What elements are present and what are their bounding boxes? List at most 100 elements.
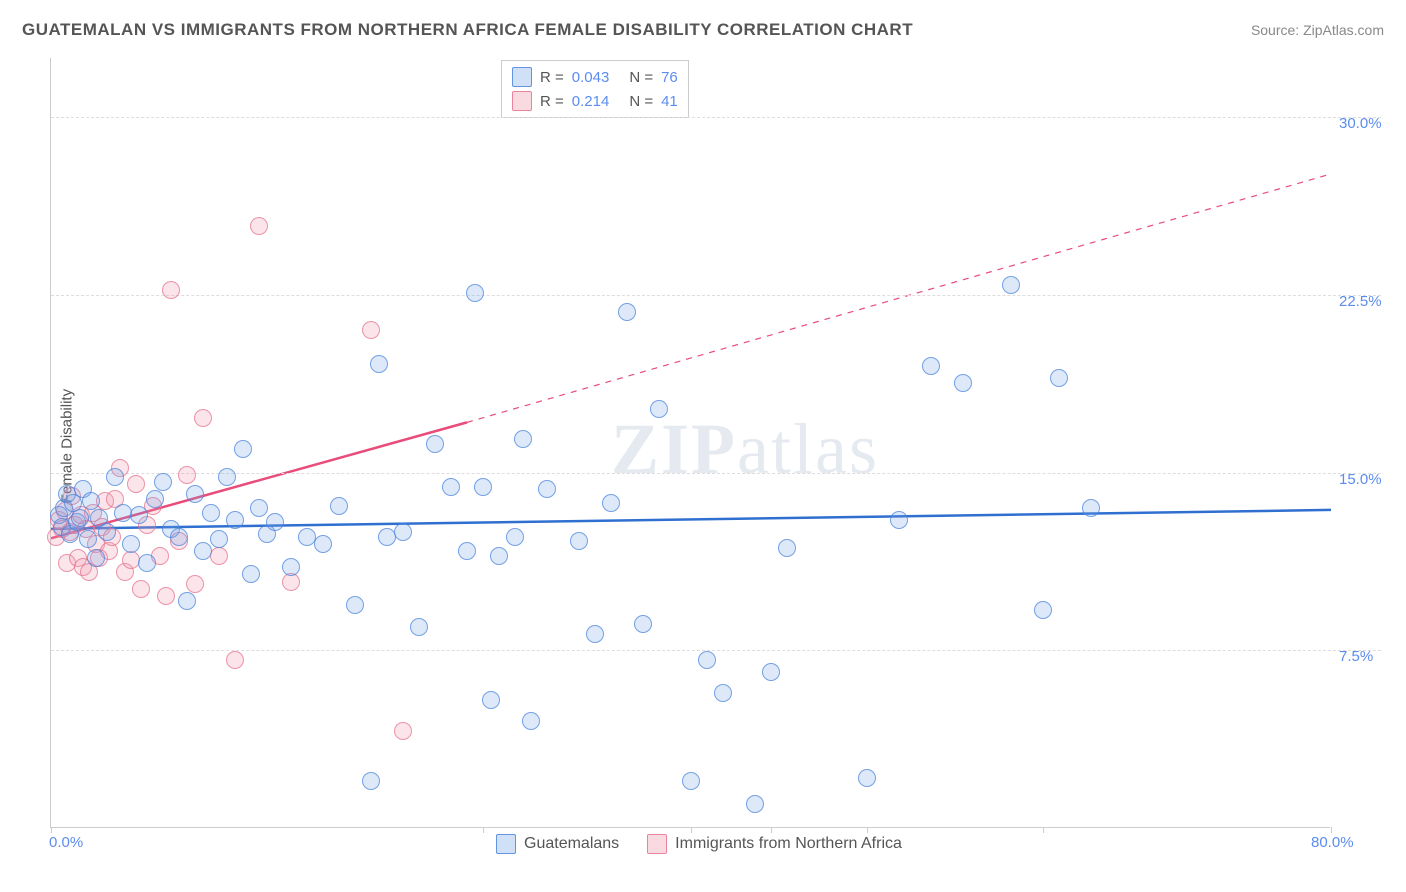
blue-point (586, 625, 604, 643)
blue-point (426, 435, 444, 453)
blue-point (602, 494, 620, 512)
legend-swatch (496, 834, 516, 854)
blue-point (922, 357, 940, 375)
blue-point (682, 772, 700, 790)
blue-point (538, 480, 556, 498)
pink-point (132, 580, 150, 598)
pink-point (162, 281, 180, 299)
blue-point (154, 473, 172, 491)
pink-point (226, 651, 244, 669)
blue-point (87, 549, 105, 567)
pink-point (178, 466, 196, 484)
blue-point (634, 615, 652, 633)
blue-point (954, 374, 972, 392)
legend-r-value: 0.043 (572, 69, 610, 86)
blue-point (762, 663, 780, 681)
legend-item: Immigrants from Northern Africa (647, 834, 902, 854)
legend-swatch (647, 834, 667, 854)
blue-point (362, 772, 380, 790)
legend-label: Immigrants from Northern Africa (675, 835, 902, 853)
blue-point (79, 530, 97, 548)
blue-point (746, 795, 764, 813)
x-tick (483, 827, 484, 833)
blue-point (282, 558, 300, 576)
blue-point (1050, 369, 1068, 387)
blue-point (474, 478, 492, 496)
pink-point (157, 587, 175, 605)
blue-point (210, 530, 228, 548)
blue-point (266, 513, 284, 531)
blue-point (490, 547, 508, 565)
y-tick-label: 15.0% (1339, 471, 1382, 488)
y-tick-label: 30.0% (1339, 115, 1382, 132)
blue-point (346, 596, 364, 614)
blue-point (514, 430, 532, 448)
y-tick-label: 22.5% (1339, 293, 1382, 310)
blue-point (146, 490, 164, 508)
trend-lines (51, 58, 1381, 827)
watermark: ZIPatlas (611, 408, 879, 491)
gridline (51, 117, 1381, 118)
blue-point (370, 355, 388, 373)
blue-point (778, 539, 796, 557)
blue-point (98, 523, 116, 541)
blue-point (698, 651, 716, 669)
pink-point (210, 547, 228, 565)
blue-point (178, 592, 196, 610)
blue-point (482, 691, 500, 709)
x-tick (771, 827, 772, 833)
blue-point (186, 485, 204, 503)
x-tick (691, 827, 692, 833)
pink-point (194, 409, 212, 427)
blue-point (506, 528, 524, 546)
blue-point (522, 712, 540, 730)
blue-point (330, 497, 348, 515)
y-tick-label: 7.5% (1339, 648, 1373, 665)
correlation-legend: R = 0.043 N = 76 R = 0.214 N = 41 (501, 60, 689, 118)
blue-point (106, 468, 124, 486)
blue-point (394, 523, 412, 541)
x-tick (1043, 827, 1044, 833)
blue-point (242, 565, 260, 583)
blue-point (1082, 499, 1100, 517)
blue-point (466, 284, 484, 302)
blue-point (1034, 601, 1052, 619)
legend-label: Guatemalans (524, 835, 619, 853)
legend-n-value: 41 (661, 93, 678, 110)
blue-point (314, 535, 332, 553)
blue-point (138, 554, 156, 572)
gridline (51, 473, 1381, 474)
x-tick (867, 827, 868, 833)
blue-point (890, 511, 908, 529)
blue-point (1002, 276, 1020, 294)
legend-n-value: 76 (661, 69, 678, 86)
legend-r-value: 0.214 (572, 93, 610, 110)
blue-point (458, 542, 476, 560)
blue-point (170, 528, 188, 546)
legend-n-label: N = (629, 69, 653, 86)
blue-point (858, 769, 876, 787)
legend-swatch (512, 67, 532, 87)
pink-point (362, 321, 380, 339)
blue-point (570, 532, 588, 550)
pink-point (127, 475, 145, 493)
legend-swatch (512, 91, 532, 111)
legend-n-label: N = (629, 93, 653, 110)
blue-point (442, 478, 460, 496)
x-tick (1331, 827, 1332, 833)
pink-point (186, 575, 204, 593)
blue-point (618, 303, 636, 321)
blue-point (122, 535, 140, 553)
legend-r-label: R = (540, 93, 564, 110)
gridline (51, 650, 1381, 651)
scatter-plot: ZIPatlas R =0.043N =76R =0.214N =41 Guat… (50, 58, 1330, 828)
blue-point (226, 511, 244, 529)
blue-point (218, 468, 236, 486)
pink-point (394, 722, 412, 740)
blue-point (714, 684, 732, 702)
legend-r-label: R = (540, 69, 564, 86)
pink-point (250, 217, 268, 235)
series-legend: Guatemalans Immigrants from Northern Afri… (496, 834, 902, 854)
blue-point (250, 499, 268, 517)
source-label: Source: ZipAtlas.com (1251, 22, 1384, 38)
